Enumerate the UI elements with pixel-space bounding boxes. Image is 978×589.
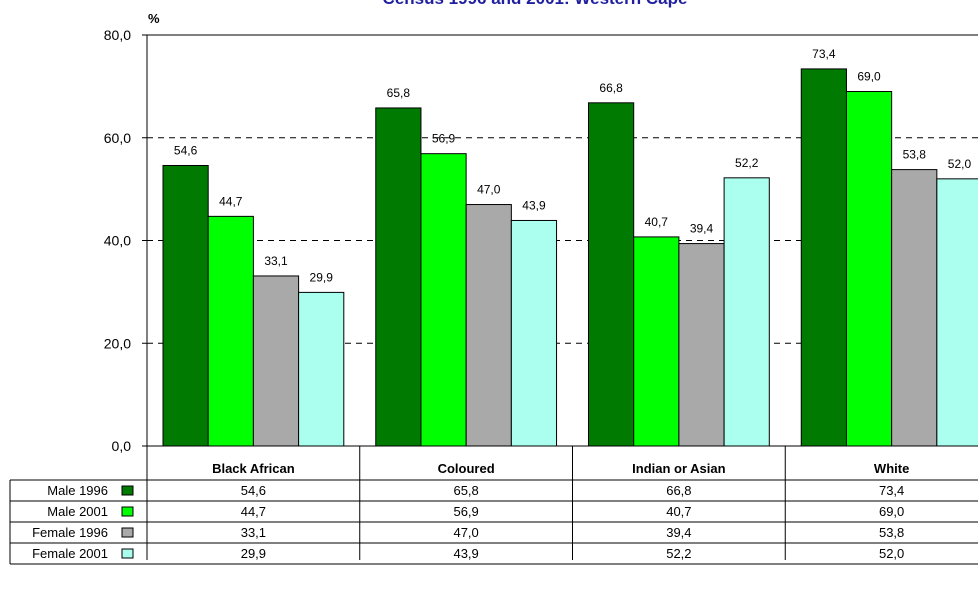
data-label: 43,9: [522, 198, 546, 212]
bar: [420, 153, 467, 447]
table-cell: 40,7: [666, 504, 691, 519]
table-cell: 66,8: [666, 483, 691, 498]
legend-series-name: Male 2001: [47, 504, 108, 519]
bar: [678, 243, 725, 447]
data-label: 73,4: [812, 47, 836, 61]
table-cell: 73,4: [879, 483, 904, 498]
data-label: 65,8: [387, 86, 411, 100]
bar: [936, 178, 978, 447]
bar: [207, 215, 254, 447]
table-cell: 43,9: [453, 546, 478, 561]
bar: [588, 102, 635, 447]
y-axis-unit: %: [148, 11, 160, 26]
table-cell: 56,9: [453, 504, 478, 519]
table-cell: 52,2: [666, 546, 691, 561]
data-label: 56,9: [432, 132, 456, 146]
y-tick-label: 80,0: [104, 27, 131, 43]
data-label: 54,6: [174, 143, 198, 157]
data-label: 29,9: [310, 270, 334, 284]
table-cell: 69,0: [879, 504, 904, 519]
bar: [723, 177, 770, 447]
legend-series-name: Female 2001: [32, 546, 108, 561]
bar: [891, 169, 938, 447]
legend-series-name: Male 1996: [47, 483, 108, 498]
y-tick-label: 20,0: [104, 335, 131, 351]
y-tick-label: 60,0: [104, 130, 131, 146]
data-label: 52,0: [948, 157, 972, 171]
data-label: 44,7: [219, 194, 243, 208]
bar: [375, 107, 422, 447]
legend-series-name: Female 1996: [32, 525, 108, 540]
data-label: 47,0: [477, 183, 501, 197]
table-cell: 52,0: [879, 546, 904, 561]
legend-swatch: [121, 527, 134, 538]
chart-title: Census 1996 and 2001: Western Cape: [383, 0, 688, 8]
category-label: White: [874, 461, 909, 476]
table-cell: 33,1: [241, 525, 266, 540]
table-cell: 65,8: [453, 483, 478, 498]
table-cell: 44,7: [241, 504, 266, 519]
legend-swatch: [121, 548, 134, 559]
data-label: 66,8: [599, 81, 623, 95]
category-label: Indian or Asian: [632, 461, 725, 476]
table-cell: 47,0: [453, 525, 478, 540]
bar: [252, 275, 300, 447]
table-cell: 39,4: [666, 525, 691, 540]
category-label: Coloured: [438, 461, 495, 476]
data-label: 52,2: [735, 156, 759, 170]
table-cell: 29,9: [241, 546, 266, 561]
bar: [633, 236, 680, 447]
bar: [298, 291, 345, 447]
data-label: 39,4: [690, 222, 714, 236]
y-tick-label: 0,0: [112, 438, 132, 454]
table-cell: 54,6: [241, 483, 266, 498]
table-cell: 53,8: [879, 525, 904, 540]
legend-swatch: [121, 506, 134, 517]
bar: [465, 204, 512, 447]
bar: [800, 68, 847, 447]
bar: [162, 164, 209, 447]
data-label: 69,0: [857, 70, 881, 84]
legend-swatch: [121, 485, 134, 496]
bar: [845, 91, 893, 447]
bar: [510, 219, 558, 447]
y-tick-label: 40,0: [104, 233, 131, 249]
category-label: Black African: [212, 461, 295, 476]
data-label: 53,8: [903, 148, 927, 162]
data-label: 40,7: [645, 215, 669, 229]
data-label: 33,1: [264, 254, 288, 268]
